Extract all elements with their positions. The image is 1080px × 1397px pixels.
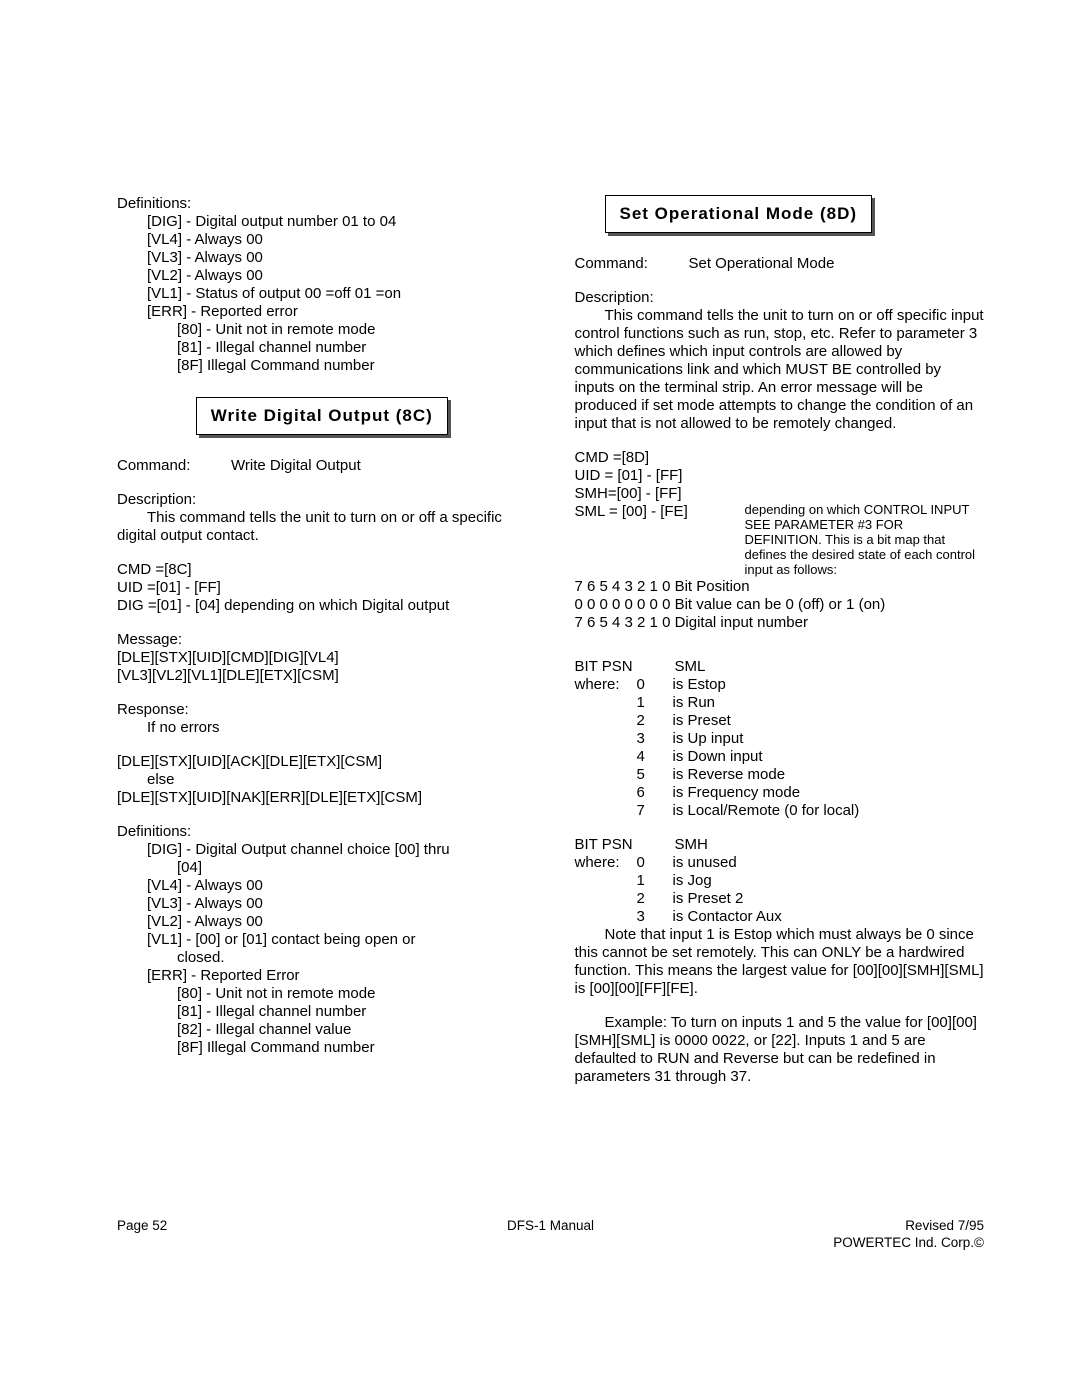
bit-num: 2: [637, 890, 661, 908]
bit-num: 6: [637, 784, 661, 802]
param-line: DIG =[01] - [04] depending on which Digi…: [117, 597, 527, 615]
def-line: [VL2] - Always 00: [147, 913, 527, 931]
def-line: [VL3] - Always 00: [147, 895, 527, 913]
example-body: Example: To turn on inputs 1 and 5 the v…: [575, 1014, 985, 1086]
bit-num: 2: [637, 712, 661, 730]
def-line: [04]: [147, 859, 527, 877]
def-line: [VL2] - Always 00: [147, 267, 527, 285]
command-label: Command:: [575, 255, 689, 273]
param-line: UID = [01] - [FF]: [575, 467, 985, 485]
bit-num: 3: [637, 730, 661, 748]
command-label: Command:: [117, 457, 231, 475]
def-line: closed.: [147, 949, 527, 967]
def-sub-line: [8F] Illegal Command number: [177, 1039, 527, 1057]
bit-desc: is Local/Remote (0 for local): [661, 802, 860, 820]
where-label: where:: [575, 854, 637, 872]
def-line: [DIG] - Digital output number 01 to 04: [147, 213, 527, 231]
defs2-header: Definitions:: [117, 823, 527, 841]
response-else: else: [117, 771, 527, 789]
bitmap-line: 7 6 5 4 3 2 1 0 Digital input number: [575, 614, 985, 632]
def-sub-line: [80] - Unit not in remote mode: [177, 321, 527, 339]
def-sub-line: [81] - Illegal channel number: [177, 1003, 527, 1021]
defs-header: Definitions:: [117, 195, 527, 213]
where-label: where:: [575, 676, 637, 694]
bit-num: 4: [637, 748, 661, 766]
def-line: [VL4] - Always 00: [147, 231, 527, 249]
bitmap-line: 0 0 0 0 0 0 0 0 Bit value can be 0 (off)…: [575, 596, 985, 614]
def-sub-line: [82] - Illegal channel value: [177, 1021, 527, 1039]
def-line: [ERR] - Reported error: [147, 303, 527, 321]
response-header: Response:: [117, 701, 527, 719]
bit-psn-header: BIT PSN: [575, 836, 675, 854]
message-header: Message:: [117, 631, 527, 649]
footer-title: DFS-1 Manual: [507, 1218, 594, 1233]
def-line: [DIG] - Digital Output channel choice [0…: [147, 841, 527, 859]
bitmap-line: 7 6 5 4 3 2 1 0 Bit Position: [575, 578, 985, 596]
def-line: [VL4] - Always 00: [147, 877, 527, 895]
bit-num: 0: [637, 854, 661, 872]
bit-desc: is Run: [661, 694, 716, 712]
param-line: UID =[01] - [FF]: [117, 579, 527, 597]
smh-header: SMH: [675, 836, 708, 854]
bit-desc: is Estop: [661, 676, 726, 694]
bit-num: 1: [637, 694, 661, 712]
right-column: Set Operational Mode (8D) Command: Set O…: [575, 195, 985, 1086]
footer-page: Page 52: [117, 1218, 167, 1233]
left-column: Definitions: [DIG] - Digital output numb…: [117, 195, 527, 1086]
bit-desc: is Contactor Aux: [661, 908, 782, 926]
def-line: [VL1] - Status of output 00 =off 01 =on: [147, 285, 527, 303]
def-line: [VL1] - [00] or [01] contact being open …: [147, 931, 527, 949]
message-line: [VL3][VL2][VL1][DLE][ETX][CSM]: [117, 667, 527, 685]
bit-psn-header: BIT PSN: [575, 658, 675, 676]
message-line: [DLE][STX][UID][CMD][DIG][VL4]: [117, 649, 527, 667]
note-body: Note that input 1 is Estop which must al…: [575, 926, 985, 998]
def-sub-line: [80] - Unit not in remote mode: [177, 985, 527, 1003]
footer-revised: Revised 7/95: [905, 1218, 984, 1233]
description-header: Description:: [117, 491, 527, 509]
section-title-set-operational-mode: Set Operational Mode (8D): [605, 195, 873, 233]
command-value: Write Digital Output: [231, 457, 361, 475]
command-value: Set Operational Mode: [689, 255, 835, 273]
response-err: [DLE][STX][UID][NAK][ERR][DLE][ETX][CSM]: [117, 789, 527, 807]
param-line: SMH=[00] - [FF]: [575, 485, 985, 503]
def-line: [ERR] - Reported Error: [147, 967, 527, 985]
footer-copyright: POWERTEC Ind. Corp.©: [833, 1235, 984, 1250]
bit-desc: is Reverse mode: [661, 766, 786, 784]
description-header: Description:: [575, 289, 985, 307]
bit-num: 3: [637, 908, 661, 926]
bit-desc: is Down input: [661, 748, 763, 766]
bit-desc: is Jog: [661, 872, 712, 890]
bit-desc: is Up input: [661, 730, 744, 748]
bit-num: 1: [637, 872, 661, 890]
bit-num: 0: [637, 676, 661, 694]
section-title-write-digital-output: Write Digital Output (8C): [196, 397, 448, 435]
param-line: CMD =[8C]: [117, 561, 527, 579]
def-line: [VL3] - Always 00: [147, 249, 527, 267]
def-sub-line: [8F] Illegal Command number: [177, 357, 527, 375]
bit-desc: is Preset 2: [661, 890, 744, 908]
bit-desc: is Frequency mode: [661, 784, 801, 802]
description-body: This command tells the unit to turn on o…: [575, 307, 985, 433]
bit-num: 5: [637, 766, 661, 784]
description-body: This command tells the unit to turn on o…: [117, 509, 527, 545]
def-sub-line: [81] - Illegal channel number: [177, 339, 527, 357]
response-if: If no errors: [117, 719, 527, 737]
sml-header: SML: [675, 658, 706, 676]
bit-desc: is Preset: [661, 712, 731, 730]
param-line: CMD =[8D]: [575, 449, 985, 467]
bit-num: 7: [637, 802, 661, 820]
response-ok: [DLE][STX][UID][ACK][DLE][ETX][CSM]: [117, 753, 527, 771]
bit-desc: is unused: [661, 854, 737, 872]
